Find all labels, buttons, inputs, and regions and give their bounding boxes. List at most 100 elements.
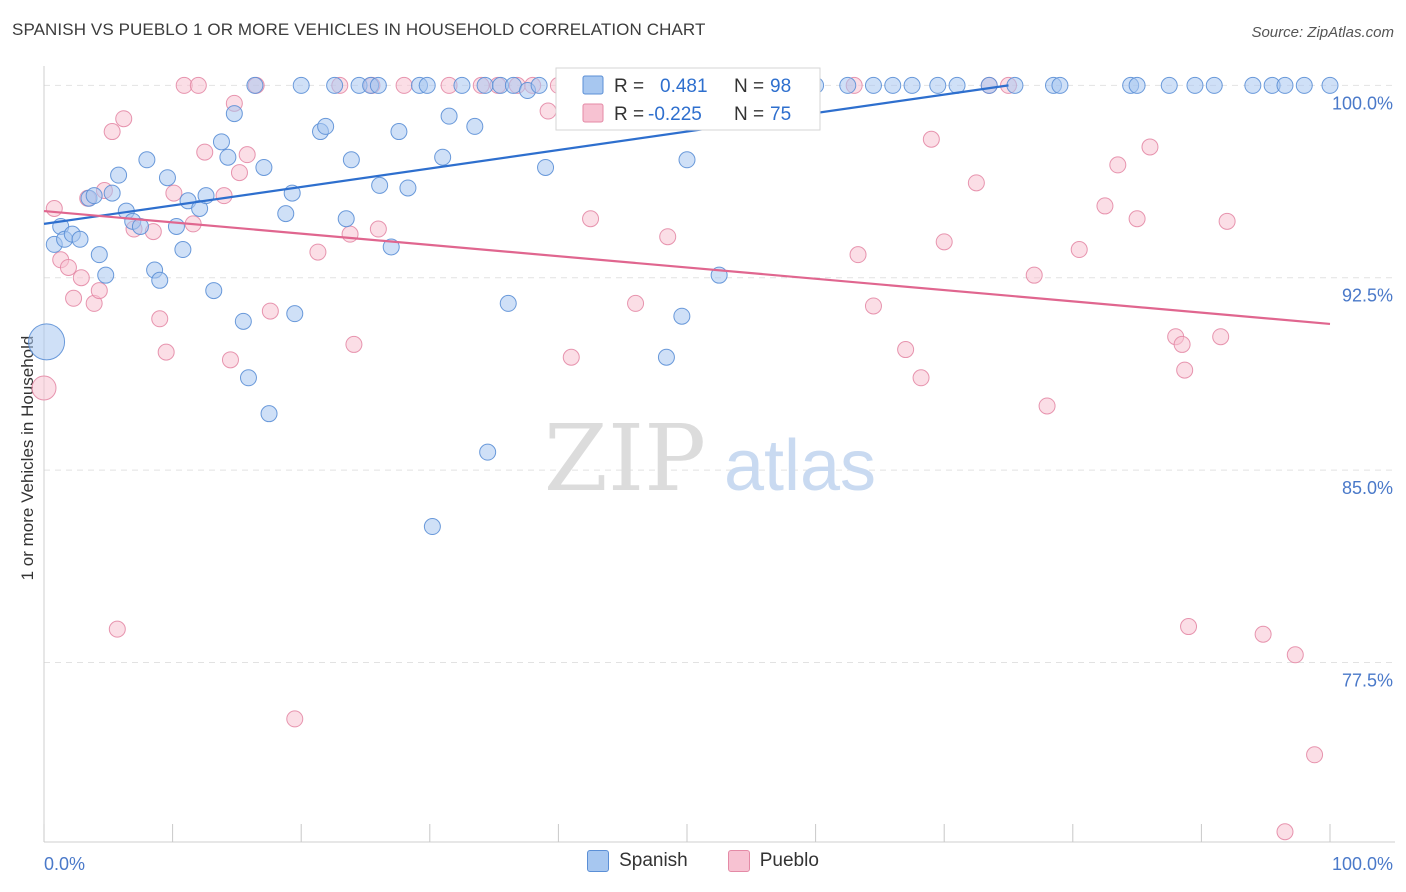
pueblo-point <box>627 294 645 312</box>
spanish-point <box>110 166 128 184</box>
y-tick-label: 77.5% <box>1342 670 1393 690</box>
spanish-point <box>864 76 882 94</box>
spanish-point <box>239 369 257 387</box>
pueblo-point <box>539 102 557 120</box>
spanish-point <box>90 246 108 264</box>
x-tick-label: 0.0% <box>44 854 85 874</box>
x-tick-label: 100.0% <box>1332 854 1393 874</box>
pueblo-point <box>103 123 121 141</box>
spanish-point <box>260 405 278 423</box>
legend-label-pueblo: Pueblo <box>759 850 819 871</box>
pueblo-point <box>215 187 233 205</box>
spanish-point <box>418 76 436 94</box>
spanish-point <box>657 348 675 366</box>
spanish-point <box>292 76 310 94</box>
legend-top-n-label-pueblo: N = <box>734 104 764 125</box>
y-tick-label: 92.5% <box>1342 286 1393 306</box>
pueblo-point <box>221 351 239 369</box>
spanish-point <box>205 282 223 300</box>
spanish-point <box>839 76 857 94</box>
spanish-point <box>980 76 998 94</box>
spanish-point <box>326 76 344 94</box>
spanish-point <box>903 76 921 94</box>
legend-top-swatch-pueblo <box>582 103 604 123</box>
pueblo-trend-line <box>43 209 1331 326</box>
pueblo-point <box>849 246 867 264</box>
pueblo-point <box>341 225 359 243</box>
legend-top-r-label-spanish: R = <box>614 76 644 97</box>
pueblo-point <box>1109 156 1127 174</box>
pueblo-point <box>1176 361 1194 379</box>
trend-lines <box>43 84 1331 326</box>
pueblo-point <box>309 243 327 261</box>
spanish-point <box>673 307 691 325</box>
pueblo-point <box>238 146 256 164</box>
pueblo-point <box>912 369 930 387</box>
spanish-point <box>167 217 185 235</box>
pueblo-point <box>72 269 90 287</box>
legend-top-r-label-pueblo: R = <box>614 104 644 125</box>
spanish-point <box>103 184 121 202</box>
spanish-point <box>884 76 902 94</box>
pueblo-point <box>864 297 882 315</box>
pueblo-point <box>1038 397 1056 415</box>
spanish-trend-line <box>43 84 1009 225</box>
spanish-point <box>479 443 497 461</box>
pueblo-point <box>922 130 940 148</box>
chart-title: SPANISH VS PUEBLO 1 OR MORE VEHICLES IN … <box>12 20 706 39</box>
spanish-point <box>466 117 484 135</box>
pueblo-point <box>562 348 580 366</box>
spanish-point <box>1321 76 1339 94</box>
spanish-point <box>399 179 417 197</box>
legend-bottom: Spanish Pueblo <box>0 850 1406 872</box>
pueblo-point <box>897 341 915 359</box>
pueblo-point <box>230 164 248 182</box>
source-label: Source: ZipAtlas.com <box>1251 24 1394 41</box>
legend-label-spanish: Spanish <box>619 850 688 871</box>
spanish-point <box>225 105 243 123</box>
legend-item-spanish[interactable]: Spanish <box>587 850 688 872</box>
pueblo-point <box>261 302 279 320</box>
legend-top: R = 0.481 N = 98 R = -0.225 N = 75 <box>555 67 821 131</box>
y-tick-label: 85.0% <box>1342 478 1393 498</box>
tick-labels: 100.0% 92.5% 85.0% 77.5% 0.0% 100.0% <box>44 93 1393 874</box>
pueblo-point <box>286 710 304 728</box>
spanish-point <box>1244 76 1262 94</box>
legend-item-pueblo[interactable]: Pueblo <box>727 850 819 872</box>
pueblo-point <box>59 258 77 276</box>
y-tick-label: 100.0% <box>1332 93 1393 113</box>
pueblo-point <box>369 220 387 238</box>
pueblo-point <box>1306 746 1324 764</box>
pueblo-point <box>1025 266 1043 284</box>
spanish-point <box>28 323 66 361</box>
spanish-point <box>423 518 441 536</box>
pueblo-point <box>659 228 677 246</box>
pueblo-point <box>151 310 169 328</box>
legend-swatch-spanish <box>587 850 610 872</box>
spanish-point <box>1160 76 1178 94</box>
pueblo-point <box>196 143 214 161</box>
spanish-point <box>1276 76 1294 94</box>
pueblo-point <box>582 210 600 228</box>
spanish-point <box>234 312 252 330</box>
pueblo-point <box>1218 212 1236 230</box>
spanish-point <box>1128 76 1146 94</box>
spanish-point <box>85 187 103 205</box>
pueblo-point <box>165 184 183 202</box>
pueblo-point <box>1070 241 1088 259</box>
pueblo-point <box>65 289 83 307</box>
pueblo-point <box>1254 625 1272 643</box>
spanish-point <box>1295 76 1313 94</box>
pueblo-point <box>1141 138 1159 156</box>
pueblo-point <box>115 110 133 128</box>
pueblo-point <box>935 233 953 251</box>
legend-top-r-value-pueblo: -0.225 <box>648 104 702 125</box>
spanish-point <box>97 266 115 284</box>
pueblo-point <box>345 335 363 353</box>
spanish-point <box>71 230 89 248</box>
spanish-point <box>1205 76 1223 94</box>
spanish-point <box>440 107 458 125</box>
spanish-point <box>1006 76 1024 94</box>
pueblo-point <box>967 174 985 192</box>
